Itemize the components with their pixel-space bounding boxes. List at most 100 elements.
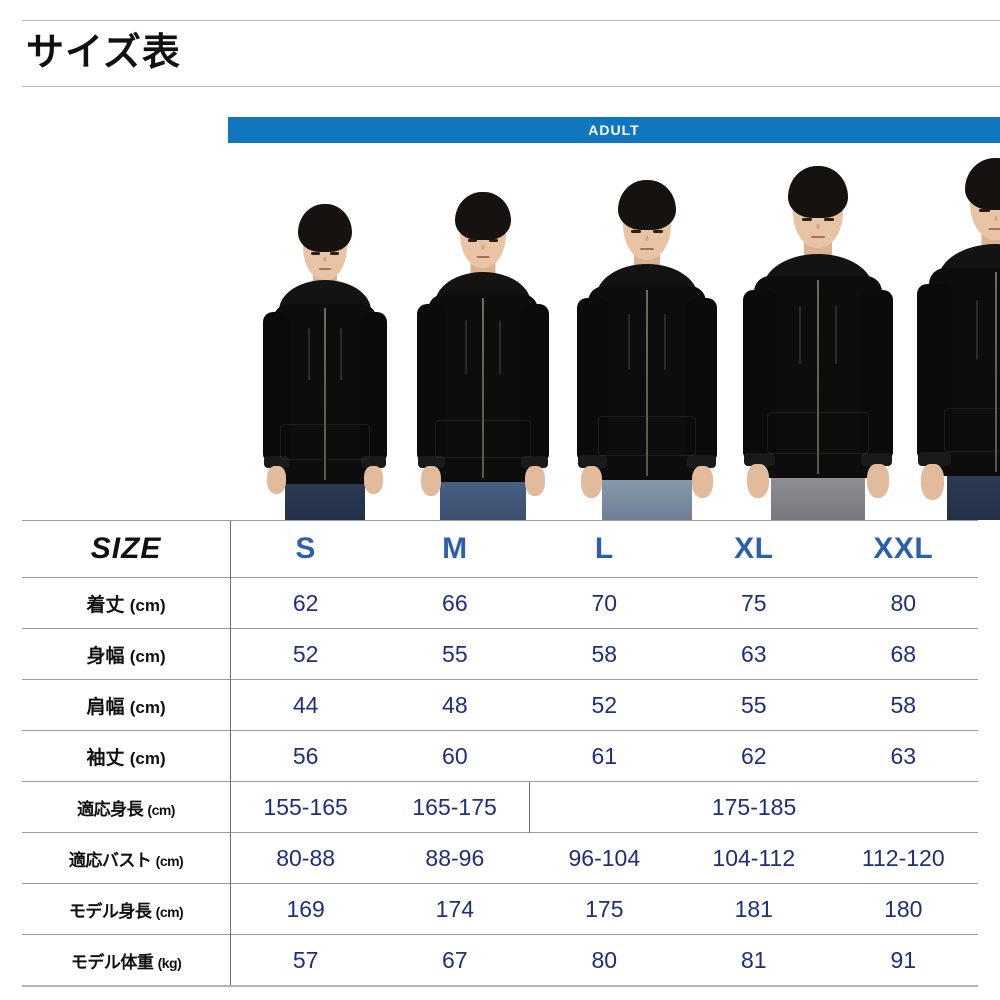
cell-fit-bust-m: 88-96 [380,832,530,884]
model-figure-m [405,158,561,520]
jeans [602,474,692,520]
cell-fit-height-s: 155-165 [230,781,381,833]
hair [965,158,1000,210]
table-row: 着丈 (cm) 62 66 70 75 80 [22,577,978,629]
cell-model-weight-s: 57 [230,934,381,987]
page-title: サイズ表 [26,32,181,74]
table-header-row: SIZE S M L XL XXL [22,520,978,578]
cell-shoulder-width-m: 48 [380,679,530,731]
cell-model-weight-xl: 81 [679,934,829,987]
table-row: 適応身長 (cm) 155-165 165-175 175-185 [22,781,978,833]
cell-fit-height-m: 165-175 [380,781,530,833]
sleeve-right [520,304,549,462]
cell-body-length-xl: 75 [679,577,829,629]
row-label-body-width: 身幅 (cm) [22,628,231,680]
model-figure-s [250,168,400,520]
row-label-shoulder-width: 肩幅 (cm) [22,679,231,731]
cell-shoulder-width-xl: 55 [679,679,829,731]
cell-shoulder-width-s: 44 [230,679,381,731]
cell-model-height-l: 175 [529,883,680,935]
header-size-l: L [529,520,680,578]
model-figure-xl [733,150,903,520]
cell-body-width-s: 52 [230,628,381,680]
table-row: 適応バスト (cm) 80-88 88-96 96-104 104-112 11… [22,832,978,884]
hand-left [747,464,769,498]
row-label-body-length: 着丈 (cm) [22,577,231,629]
row-label-fit-bust: 適応バスト (cm) [22,832,231,884]
jeans [285,478,365,520]
sleeve-left [577,298,608,462]
jeans [440,476,526,520]
cell-model-height-s: 169 [230,883,381,935]
cell-model-height-xl: 181 [679,883,829,935]
hand-right [867,464,889,498]
cell-model-height-m: 174 [380,883,530,935]
cell-body-width-l: 58 [529,628,680,680]
hand-right [364,466,383,494]
row-label-model-weight: モデル体重 (kg) [22,934,231,987]
table-row: 身幅 (cm) 52 55 58 63 68 [22,628,978,680]
table-row: モデル身長 (cm) 169 174 175 181 180 [22,883,978,935]
jeans [947,472,1000,520]
header-size-label: SIZE [22,520,231,578]
table-row: 袖丈 (cm) 56 60 61 62 63 [22,730,978,782]
row-label-fit-height: 適応身長 (cm) [22,781,231,833]
header-size-m: M [380,520,530,578]
sleeve-left [417,304,446,462]
zipper [817,280,819,474]
hair [455,192,511,240]
cell-sleeve-length-l: 61 [529,730,680,782]
cell-fit-bust-xl: 104-112 [679,832,829,884]
zipper [324,308,326,480]
model-figure-l [566,150,728,520]
model-photos [228,150,1000,520]
cell-body-length-xxl: 80 [828,577,978,629]
cell-sleeve-length-s: 56 [230,730,381,782]
adult-banner: ADULT [228,117,1000,143]
sleeve-right [686,298,717,462]
header-size-xl: XL [679,520,829,578]
cell-fit-bust-s: 80-88 [230,832,381,884]
table-row: モデル体重 (kg) 57 67 80 81 91 [22,934,978,987]
hand-left [581,466,602,498]
hair [298,204,352,252]
cell-model-weight-m: 67 [380,934,530,987]
zipper [646,290,648,476]
hair [788,166,848,218]
cell-body-length-m: 66 [380,577,530,629]
zipper [482,298,484,478]
row-label-model-height: モデル身長 (cm) [22,883,231,935]
cell-model-weight-l: 80 [529,934,680,987]
cell-model-height-xxl: 180 [828,883,978,935]
sleeve-right [360,312,387,462]
jeans [771,472,865,520]
hand-right [525,466,545,496]
cell-sleeve-length-m: 60 [380,730,530,782]
cell-model-weight-xxl: 91 [828,934,978,987]
hair [618,180,676,230]
sleeve-left [917,284,952,460]
header-size-xxl: XXL [828,520,978,578]
table-body: 着丈 (cm) 62 66 70 75 80 身幅 (cm) 52 55 58 … [22,577,978,987]
cell-sleeve-length-xxl: 63 [828,730,978,782]
size-table: SIZE S M L XL XXL 着丈 (cm) 62 66 70 75 80… [22,520,978,987]
sleeve-left [263,312,290,462]
table-row: 肩幅 (cm) 44 48 52 55 58 [22,679,978,731]
cell-sleeve-length-xl: 62 [679,730,829,782]
hand-left [921,464,944,500]
cell-body-length-l: 70 [529,577,680,629]
hand-left [421,466,441,496]
cell-shoulder-width-xxl: 58 [828,679,978,731]
pocket [944,408,1000,452]
cell-fit-bust-xxl: 112-120 [828,832,978,884]
sleeve-left [743,290,776,460]
cell-body-width-xl: 63 [679,628,829,680]
hand-right [692,466,713,498]
cell-fit-bust-l: 96-104 [529,832,680,884]
cell-body-length-s: 62 [230,577,381,629]
sleeve-right [860,290,893,460]
adult-banner-label: ADULT [588,122,640,138]
model-figure-xxl [908,150,1000,520]
cell-body-width-xxl: 68 [828,628,978,680]
cell-body-width-m: 55 [380,628,530,680]
